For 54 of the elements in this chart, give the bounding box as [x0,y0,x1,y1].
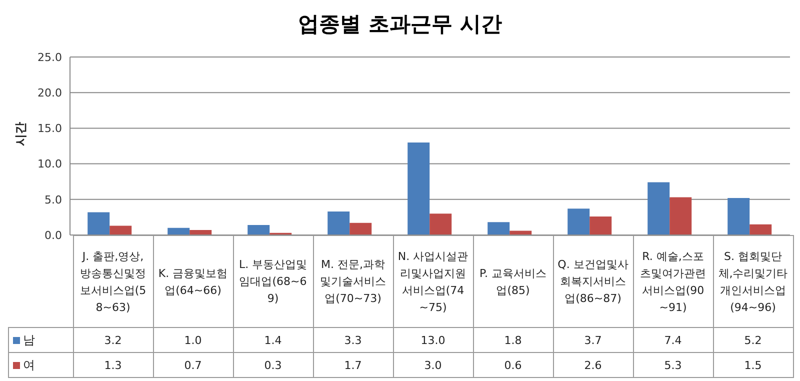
bar [110,226,132,235]
bar [488,222,510,235]
data-label: 1.8 [473,328,553,352]
bar [648,182,670,235]
bar [88,212,110,235]
legend-label: 남 [8,328,73,352]
bar [430,214,452,235]
bar [190,230,212,235]
bar [670,197,692,235]
x-tick-label: P. 교육서비스업(85) [473,236,553,328]
y-tick-label: 20.0 [38,86,62,100]
y-tick-label: 10.0 [38,158,62,171]
y-tick-label: 5.0 [44,193,62,206]
bar [750,224,772,235]
bar [568,208,590,235]
bar [350,222,372,235]
x-tick-label: K. 금융및보험업(64~66) [153,236,233,328]
data-label: 5.3 [633,352,713,378]
x-tick-label: R. 예술,스포츠및여가관련서비스업(90~91) [633,236,713,328]
data-label: 13.0 [393,328,473,352]
data-label: 0.7 [153,352,233,378]
data-label: 0.6 [473,352,553,378]
data-label: 2.6 [553,352,633,378]
x-tick-label: S. 협회및단체,수리및기타개인서비스업(94~96) [713,236,793,328]
data-label: 1.7 [313,352,393,378]
data-label: 3.0 [393,352,473,378]
data-label: 3.3 [313,328,393,352]
chart-title: 업종별 초과근무 시간 [297,11,503,38]
data-label: 5.2 [713,328,793,352]
y-axis-title: 시간 [13,122,28,146]
bar [510,230,532,235]
bar [728,198,750,235]
x-tick-label: J. 출판,영상,방송통신및정보서비스업(58~63) [73,236,153,328]
bar [328,212,350,235]
data-label: 3.7 [553,328,633,352]
data-label: 3.2 [73,328,153,352]
data-label: 0.3 [233,352,313,378]
x-tick-label: M. 전문,과학및기술서비스업(70~73) [313,236,393,328]
data-label: 1.4 [233,328,313,352]
x-tick-label: Q. 보건업및사회복지서비스업(86~87) [553,236,633,328]
bar [408,142,430,235]
bar [168,228,190,235]
legend-label: 여 [8,352,73,378]
bar [248,225,270,235]
data-label: 7.4 [633,328,713,352]
data-label: 1.3 [73,352,153,378]
y-tick-label: 15.0 [38,122,62,136]
bar [590,216,612,235]
x-tick-label: N. 사업시설관리및사업지원서비스업(74~75) [393,236,473,328]
y-tick-label: 25.0 [38,50,62,64]
data-label: 1.0 [153,328,233,352]
y-tick-label: 0.0 [44,228,62,242]
data-label: 1.5 [713,352,793,378]
x-tick-label: L. 부동산업및임대업(68~69) [233,236,313,328]
